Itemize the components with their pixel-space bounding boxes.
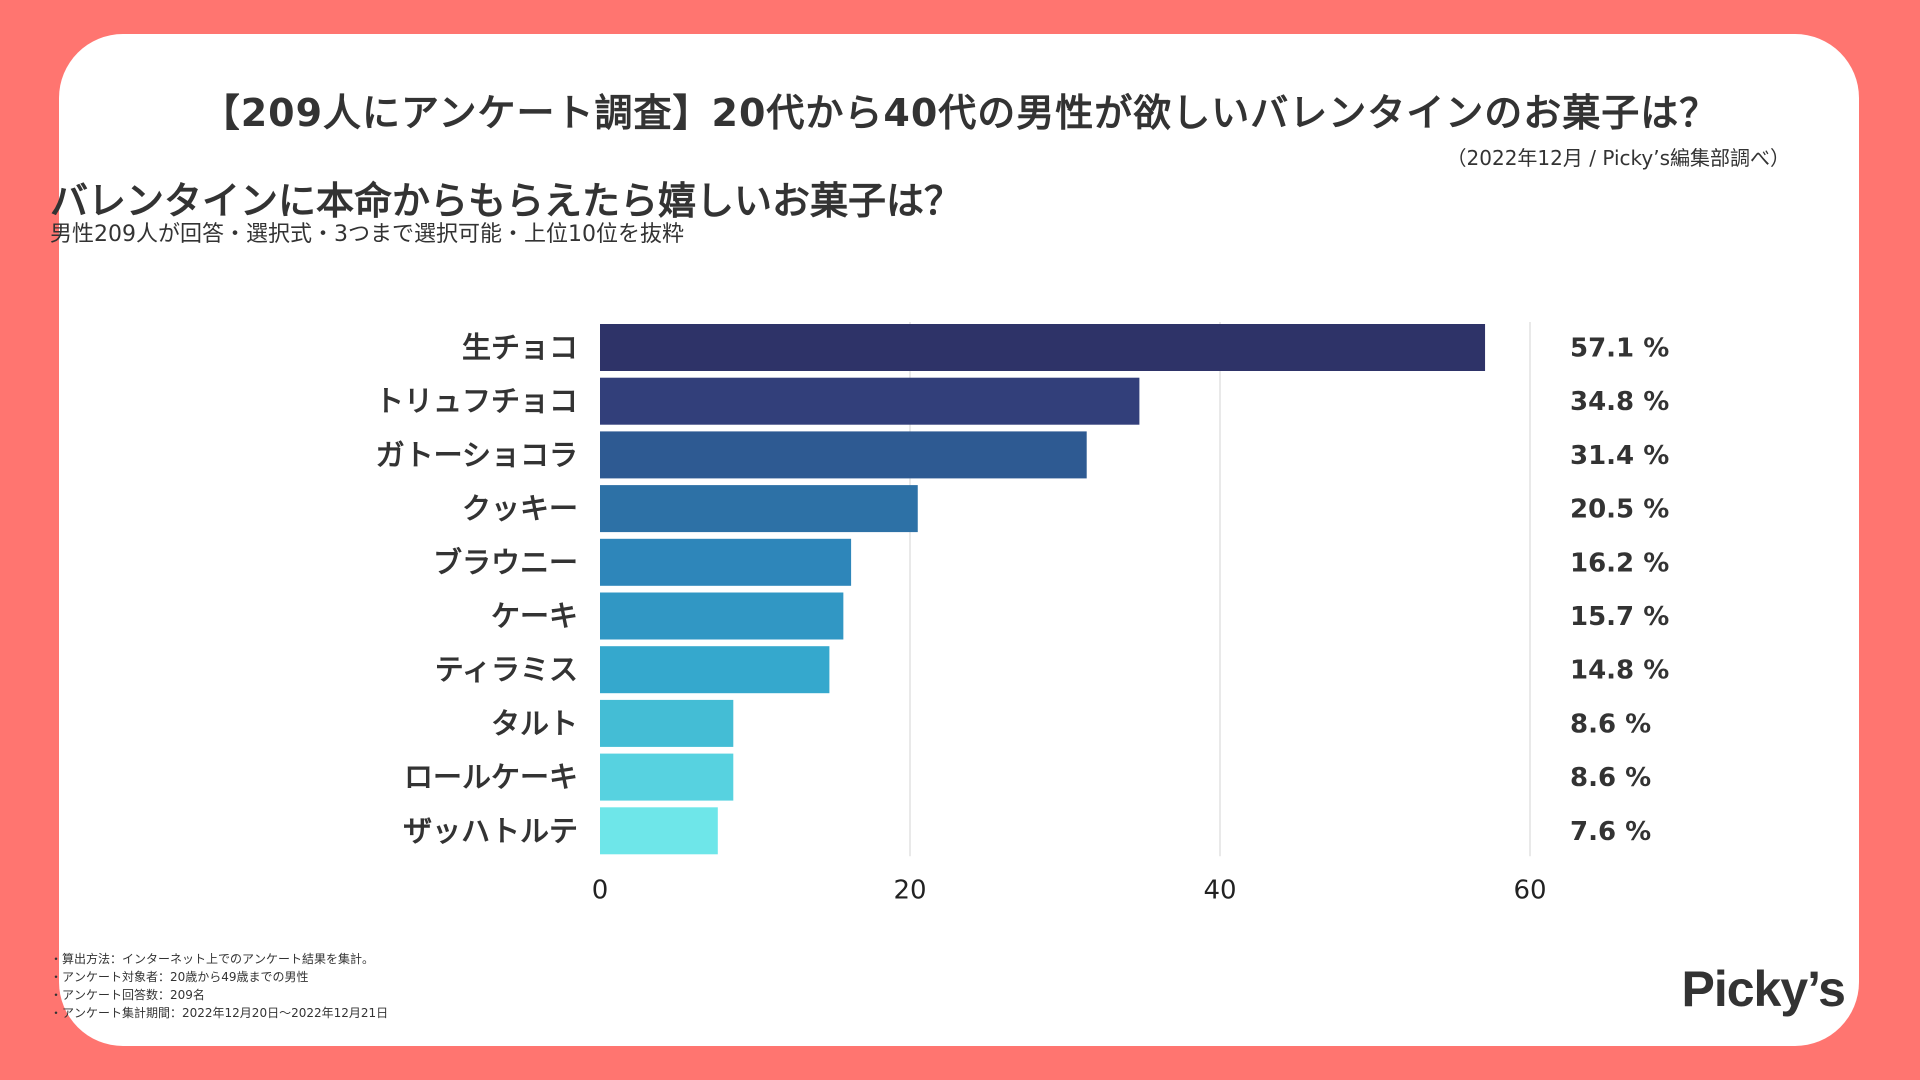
category-label-2: ガトーショコラ <box>376 438 578 472</box>
value-label-9: 7.6 % <box>1570 817 1651 847</box>
bar-1 <box>600 377 1140 425</box>
survey-source-note: （2022年12月 / Picky’s編集部調べ） <box>1446 146 1790 170</box>
footnote-target: ・アンケート対象者：20歳から49歳までの男性 <box>50 970 309 984</box>
value-label-3: 20.5 % <box>1570 495 1669 525</box>
bar-4 <box>600 538 852 586</box>
page-title: 【209人にアンケート調査】20代から40代の男性が欲しいバレンタインのお菓子は… <box>201 91 1719 135</box>
footnote-period: ・アンケート集計期間：2022年12月20日〜2022年12月21日 <box>50 1006 389 1020</box>
x-tick-label-1: 20 <box>893 875 926 905</box>
value-label-4: 16.2 % <box>1570 548 1669 578</box>
value-label-0: 57.1 % <box>1570 334 1669 364</box>
value-label-1: 34.8 % <box>1570 387 1669 417</box>
bar-0 <box>600 324 1486 371</box>
value-label-8: 8.6 % <box>1570 763 1651 793</box>
bar-2 <box>600 431 1087 479</box>
bar-8 <box>600 753 734 801</box>
chart-subtitle: 男性209人が回答・選択式・3つまで選択可能・上位10位を抜粋 <box>50 222 684 247</box>
footnotes: ・算出方法：インターネット上でのアンケート結果を集計。 ・アンケート対象者：20… <box>50 950 388 1022</box>
x-tick-label-2: 40 <box>1203 875 1236 905</box>
footnote-count: ・アンケート回答数：209名 <box>50 988 205 1002</box>
bar-3 <box>600 485 918 533</box>
x-tick-label-0: 0 <box>592 875 609 905</box>
chart-title: バレンタインに本命からもらえたら嬉しいお菓子は？ <box>50 179 963 223</box>
category-label-3: クッキー <box>462 492 578 526</box>
content-card <box>59 34 1859 1046</box>
footnote-method: ・算出方法：インターネット上でのアンケート結果を集計。 <box>50 952 375 966</box>
category-label-6: ティラミス <box>435 653 578 687</box>
value-label-7: 8.6 % <box>1570 709 1651 739</box>
category-label-4: ブラウニー <box>433 545 578 579</box>
category-label-5: ケーキ <box>491 599 578 633</box>
x-tick-label-3: 60 <box>1513 875 1546 905</box>
bar-5 <box>600 592 844 640</box>
value-label-6: 14.8 % <box>1570 656 1669 686</box>
category-label-0: 生チョコ <box>462 331 578 365</box>
category-label-7: タルト <box>491 706 578 740</box>
bar-6 <box>600 646 830 694</box>
value-label-5: 15.7 % <box>1570 602 1669 632</box>
value-label-2: 31.4 % <box>1570 441 1669 471</box>
category-label-8: ロールケーキ <box>404 760 578 794</box>
category-label-1: トリュフチョコ <box>375 384 578 418</box>
bar-7 <box>600 699 734 747</box>
category-label-9: ザッハトルテ <box>403 814 578 848</box>
picky-s-logo: Picky’s <box>1681 961 1846 1017</box>
bar-9 <box>600 807 718 855</box>
